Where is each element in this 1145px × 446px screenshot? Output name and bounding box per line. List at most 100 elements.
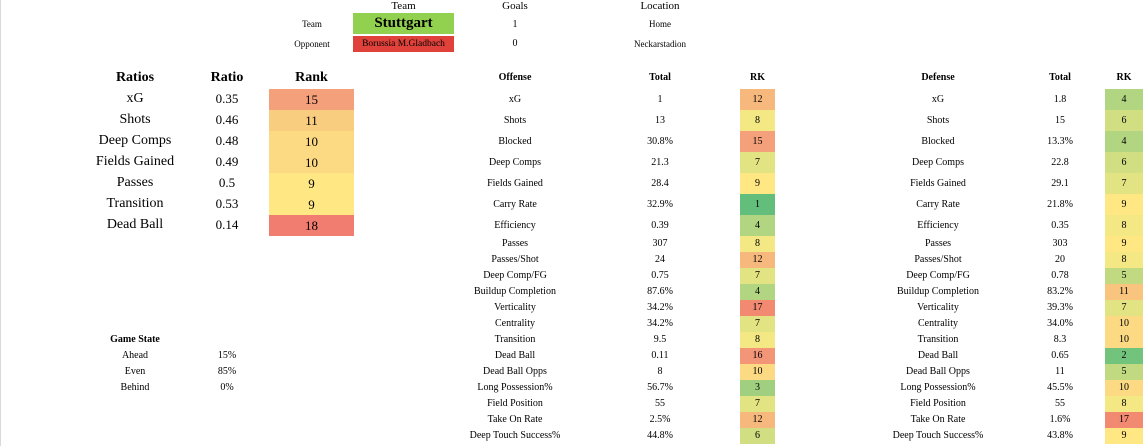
location-column-header: Location xyxy=(640,0,680,12)
defense-stat-total: 29.1 xyxy=(1051,177,1069,189)
offense-stat-total: 28.4 xyxy=(651,177,669,189)
ratio-name: Transition xyxy=(106,196,164,211)
defense-stat-total: 11 xyxy=(1055,366,1065,377)
ratio-name: Passes xyxy=(116,175,154,190)
defense-stat-name: Carry Rate xyxy=(916,198,960,210)
defense-stat-name: Dead Ball xyxy=(917,350,959,361)
offense-stat-name: xG xyxy=(508,93,522,105)
venue: Neckarstadion xyxy=(634,39,686,49)
offense-stat-total: 0.11 xyxy=(651,350,669,361)
offense-stat-total: 0.39 xyxy=(651,219,669,231)
offense-stat-total: 34.2% xyxy=(647,318,673,329)
offense-stat-name: Shots xyxy=(503,114,527,126)
game-state-value: 0% xyxy=(220,382,234,393)
defense-stat-name: Deep Touch Success% xyxy=(892,430,984,441)
defense-stat-rank-cell: 6 xyxy=(1105,110,1143,131)
ratio-value: 0.53 xyxy=(215,196,239,211)
offense-stat-name: Blocked xyxy=(498,135,532,147)
defense-stat-name: Efficiency xyxy=(917,219,959,231)
defense-stat-total: 20 xyxy=(1055,254,1065,265)
opponent-row-label: Opponent xyxy=(294,39,330,49)
offense-stat-name: Carry Rate xyxy=(493,198,537,210)
defense-stat-name: Centrality xyxy=(918,318,958,329)
ratio-rank-cell: 15 xyxy=(269,89,354,110)
offense-stat-total: 55 xyxy=(655,398,665,409)
offense-stat-name: Buildup Completion xyxy=(474,286,556,297)
offense-stat-total: 21.3 xyxy=(651,156,669,168)
offense-stat-rank-cell: 3 xyxy=(740,380,775,396)
game-state-label: Behind xyxy=(120,382,150,393)
offense-stat-name: Passes xyxy=(501,238,529,249)
game-state-value: 15% xyxy=(217,350,237,361)
offense-total-header: Total xyxy=(649,72,671,83)
ratio-value: 0.46 xyxy=(215,112,239,127)
defense-stat-name: Passes/Shot xyxy=(914,254,962,265)
defense-stat-rank-cell: 7 xyxy=(1105,300,1143,316)
ratio-name: Fields Gained xyxy=(95,154,175,169)
defense-stat-rank-cell: 10 xyxy=(1105,332,1143,348)
game-state-label: Ahead xyxy=(121,350,149,361)
defense-stat-total: 0.78 xyxy=(1051,270,1069,281)
defense-stat-total: 83.2% xyxy=(1047,286,1073,297)
defense-stat-total: 45.5% xyxy=(1047,382,1073,393)
ratio-name: Shots xyxy=(119,112,151,127)
defense-stat-rank-cell: 5 xyxy=(1105,268,1143,284)
defense-stat-total: 8.3 xyxy=(1053,334,1067,345)
defense-stat-name: Field Position xyxy=(910,398,966,409)
ratio-rank-cell: 18 xyxy=(269,215,354,236)
offense-stat-rank-cell: 7 xyxy=(740,316,775,332)
team-name-cell: Stuttgart xyxy=(353,13,454,34)
ratio-name: Deep Comps xyxy=(98,133,172,148)
defense-stat-rank-cell: 6 xyxy=(1105,152,1143,173)
offense-stat-total: 56.7% xyxy=(647,382,673,393)
defense-stat-rank-cell: 2 xyxy=(1105,348,1143,364)
defense-stat-rank-cell: 4 xyxy=(1105,131,1143,152)
defense-stat-name: Fields Gained xyxy=(910,177,966,189)
defense-stat-name: Long Possession% xyxy=(900,382,976,393)
offense-stat-rank-cell: 8 xyxy=(740,110,775,131)
offense-stat-rank-cell: 12 xyxy=(740,412,775,428)
offense-stat-name: Efficiency xyxy=(494,219,536,231)
defense-stat-name: Transition xyxy=(917,334,959,345)
game-state-title: Game State xyxy=(110,334,160,345)
opponent-goals: 0 xyxy=(512,38,518,49)
defense-stat-rank-cell: 9 xyxy=(1105,428,1143,444)
ratio-rank-cell: 10 xyxy=(269,131,354,152)
defense-stat-total: 15 xyxy=(1055,114,1065,126)
defense-stat-rank-cell: 8 xyxy=(1105,215,1143,236)
defense-stat-rank-cell: 4 xyxy=(1105,89,1143,110)
ratio-rank-cell: 11 xyxy=(269,110,354,131)
offense-stat-total: 1 xyxy=(657,93,663,105)
offense-stat-total: 8 xyxy=(657,366,663,377)
offense-stat-name: Transition xyxy=(494,334,536,345)
defense-stat-total: 39.3% xyxy=(1047,302,1073,313)
offense-stat-rank-cell: 8 xyxy=(740,236,775,252)
left-border xyxy=(0,0,1,446)
defense-stat-name: Shots xyxy=(926,114,950,126)
team-goals: 1 xyxy=(512,19,518,30)
offense-stat-total: 9.5 xyxy=(653,334,667,345)
defense-stat-name: Dead Ball Opps xyxy=(906,366,970,377)
defense-stat-total: 22.8 xyxy=(1051,156,1069,168)
defense-stat-rank-cell: 8 xyxy=(1105,252,1143,268)
offense-stat-name: Dead Ball xyxy=(494,350,536,361)
offense-stat-total: 0.75 xyxy=(651,270,669,281)
offense-stat-total: 2.5% xyxy=(649,414,671,425)
offense-stat-rank-cell: 12 xyxy=(740,252,775,268)
ratio-value: 0.5 xyxy=(218,175,236,190)
defense-stat-total: 43.8% xyxy=(1047,430,1073,441)
offense-header: Offense xyxy=(498,72,532,83)
defense-stat-name: xG xyxy=(931,93,945,105)
defense-stat-name: Deep Comps xyxy=(912,156,964,168)
offense-stat-rank-cell: 16 xyxy=(740,348,775,364)
offense-stat-name: Long Possession% xyxy=(477,382,553,393)
game-state-label: Even xyxy=(124,366,146,377)
defense-stat-rank-cell: 10 xyxy=(1105,316,1143,332)
defense-stat-total: 13.3% xyxy=(1047,135,1073,147)
location-type: Home xyxy=(649,19,671,29)
defense-stat-rank-cell: 8 xyxy=(1105,396,1143,412)
ratio-name: xG xyxy=(126,91,144,106)
offense-stat-total: 32.9% xyxy=(647,198,673,210)
offense-stat-rank-cell: 4 xyxy=(740,284,775,300)
defense-stat-name: Deep Comp/FG xyxy=(906,270,970,281)
